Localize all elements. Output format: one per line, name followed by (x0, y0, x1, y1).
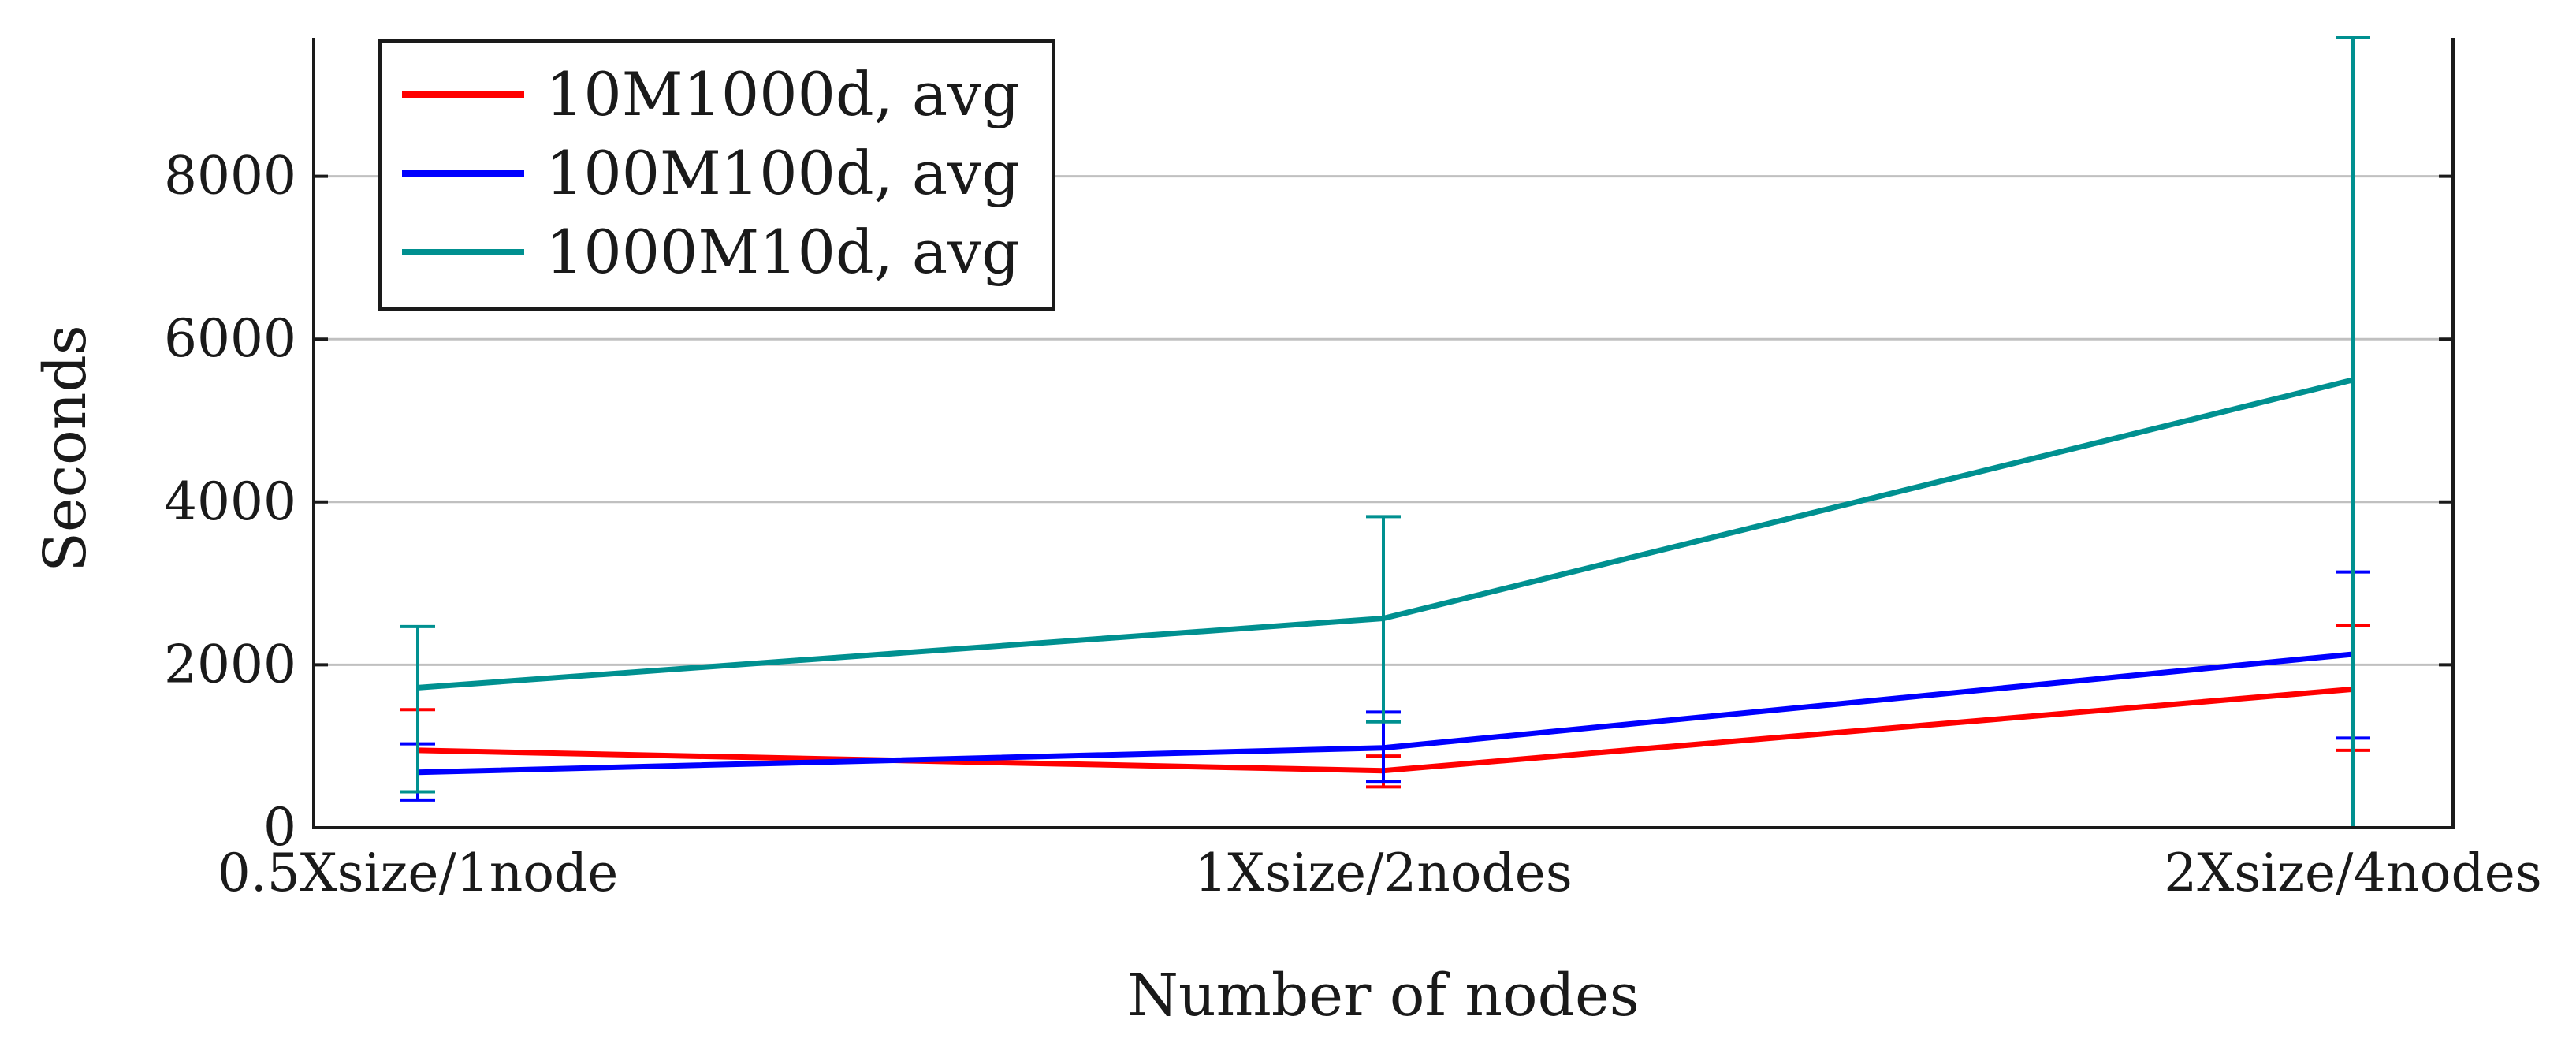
legend-item: 1000M10d, avg (402, 217, 1020, 287)
x-tick-label: 1Xsize/2nodes (1194, 843, 1572, 903)
y-tick-label: 4000 (164, 471, 296, 532)
x-tick-label: 0.5Xsize/1node (218, 843, 619, 903)
y-tick-label: 8000 (164, 146, 296, 207)
x-tick-label: 2Xsize/4nodes (2164, 843, 2541, 903)
x-tick-labels: 0.5Xsize/1node 1Xsize/2nodes 2Xsize/4nodes (218, 843, 2542, 903)
legend-item: 10M1000d, avg (402, 59, 1020, 129)
series-layer (400, 36, 2370, 829)
y-tick-labels: 0 2000 4000 6000 8000 (164, 146, 296, 858)
legend-label: 10M1000d, avg (545, 59, 1020, 129)
y-tick-marks (314, 174, 2453, 829)
series-line (417, 686, 2354, 774)
plot-frame (312, 38, 2455, 829)
series-3 (400, 36, 2370, 829)
legend-item: 100M100d, avg (402, 138, 1020, 208)
legend: 10M1000d, avg 100M100d, avg 1000M10d, avg (378, 39, 1055, 311)
series-line (417, 377, 2354, 691)
legend-label: 1000M10d, avg (545, 217, 1020, 287)
series-2 (400, 570, 2370, 802)
y-tick-label: 6000 (164, 308, 296, 369)
y-tick-label: 0 (263, 797, 296, 858)
y-tick-label: 2000 (164, 634, 296, 694)
legend-label: 100M100d, avg (545, 138, 1020, 208)
y-axis-label: Seconds (32, 325, 99, 572)
x-axis-label: Number of nodes (1127, 962, 1639, 1029)
